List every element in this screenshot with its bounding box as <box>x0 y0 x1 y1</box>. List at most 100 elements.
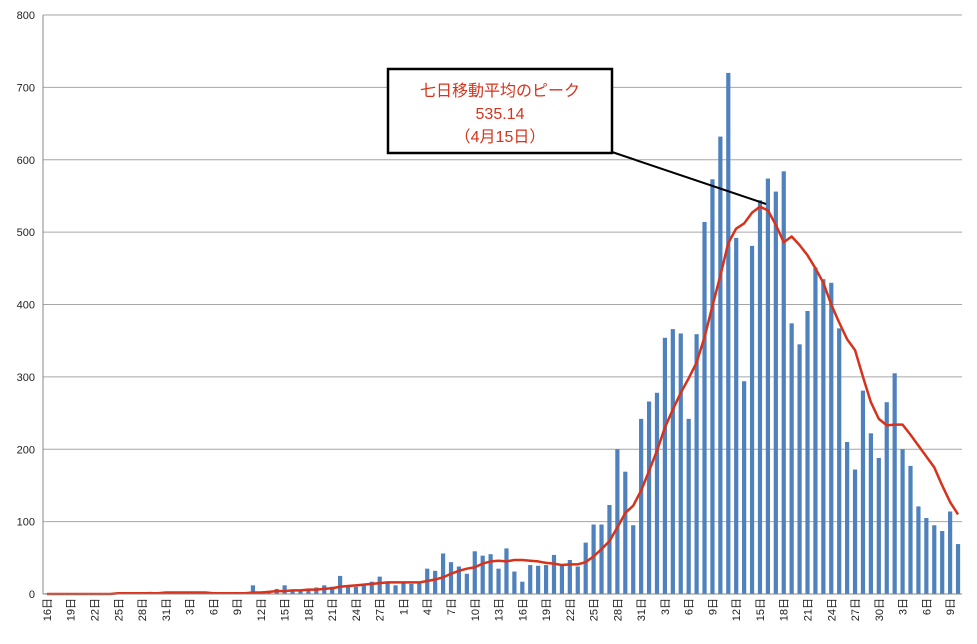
bar <box>575 566 580 594</box>
bar <box>924 518 929 594</box>
bar <box>385 583 390 594</box>
bar <box>932 525 937 594</box>
bar <box>480 555 485 594</box>
y-tick-label: 400 <box>17 300 35 312</box>
x-tick-label: 4日 <box>422 598 434 615</box>
bar <box>765 178 771 594</box>
bar <box>337 575 343 594</box>
bar <box>646 401 652 594</box>
bar <box>710 179 715 594</box>
bar <box>718 136 723 594</box>
labels: 0 100 200 300 400 500 600 700 800 16日 19日 22日 25日 28日… <box>17 10 957 621</box>
bar <box>852 469 858 594</box>
lines <box>43 205 962 596</box>
bar <box>607 504 612 594</box>
x-tick-label: 10日 <box>470 598 482 621</box>
x-tick-label: 7日 <box>446 598 458 615</box>
bar <box>433 570 438 594</box>
bar <box>726 72 731 594</box>
grid <box>42 14 962 595</box>
x-tick-label: 31日 <box>161 598 173 621</box>
x-tick-label: 12日 <box>256 598 268 621</box>
bar <box>662 337 668 594</box>
bar <box>599 524 604 594</box>
bar <box>829 282 834 594</box>
x-tick-label: 25日 <box>113 598 125 621</box>
bars <box>44 72 961 595</box>
x-tick-label: 21日 <box>327 598 339 621</box>
x-tick-label: 24日 <box>351 598 363 621</box>
bar <box>757 200 763 594</box>
bar <box>282 585 287 594</box>
bar <box>734 237 739 595</box>
x-tick-label: 27日 <box>375 598 387 621</box>
bar <box>813 267 818 594</box>
annotation-value: 535.14 <box>476 106 525 123</box>
bar <box>948 511 953 594</box>
bar <box>742 381 747 594</box>
x-tick-label: 9日 <box>707 598 719 615</box>
bar <box>377 576 382 594</box>
bar <box>789 323 794 594</box>
x-tick-label: 12日 <box>731 598 743 621</box>
bar <box>583 542 588 594</box>
moving-average-line <box>46 205 960 596</box>
bar <box>940 531 945 594</box>
bar <box>955 544 961 594</box>
bar <box>290 590 295 594</box>
bar <box>528 565 533 594</box>
x-tick-label: 9日 <box>945 598 957 615</box>
bar <box>623 471 628 594</box>
x-tick-label: 30日 <box>874 598 886 621</box>
bar <box>900 449 905 594</box>
x-tick-label: 3日 <box>185 598 197 615</box>
x-tick-label: 28日 <box>137 598 149 621</box>
y-tick-label: 600 <box>17 155 35 167</box>
bar <box>440 553 446 594</box>
bar <box>860 390 866 594</box>
y-tick-label: 800 <box>17 10 35 22</box>
bar <box>448 562 454 594</box>
x-tick-label: 21日 <box>803 598 815 621</box>
bar <box>773 191 778 594</box>
x-tick-label: 6日 <box>921 598 933 615</box>
x-tick-label: 13日 <box>494 598 506 621</box>
x-tick-label: 6日 <box>208 598 220 615</box>
bar <box>496 568 501 594</box>
x-tick-label: 28日 <box>612 598 624 621</box>
annotation-box <box>386 67 614 155</box>
bar <box>520 581 525 594</box>
bar <box>488 554 493 594</box>
x-tick-label: 3日 <box>898 598 910 615</box>
bar <box>821 279 826 594</box>
bar <box>639 418 644 594</box>
x-tick-label: 15日 <box>755 598 767 621</box>
bar <box>678 333 683 594</box>
bar <box>464 573 469 594</box>
bar <box>591 524 596 594</box>
bar <box>845 442 850 594</box>
x-tick-label: 27日 <box>850 598 862 621</box>
bar <box>472 551 477 594</box>
bar <box>892 373 897 594</box>
bar <box>409 583 414 594</box>
bar <box>908 465 913 594</box>
y-tick-label: 500 <box>17 227 35 239</box>
y-tick-label: 100 <box>17 517 35 529</box>
x-tick-label: 18日 <box>779 598 791 621</box>
x-tick-label: 18日 <box>303 598 315 621</box>
bar <box>694 334 699 594</box>
x-tick-label: 9日 <box>232 598 244 615</box>
bar <box>837 328 842 594</box>
bar <box>670 329 675 594</box>
y-tick-label: 300 <box>17 372 35 384</box>
bar <box>916 506 921 594</box>
bar <box>456 566 462 594</box>
bar <box>298 589 303 594</box>
x-tick-label: 22日 <box>89 598 101 621</box>
x-tick-label: 1日 <box>398 598 410 615</box>
bar <box>868 433 873 594</box>
bar <box>330 586 335 594</box>
bar <box>250 585 256 594</box>
